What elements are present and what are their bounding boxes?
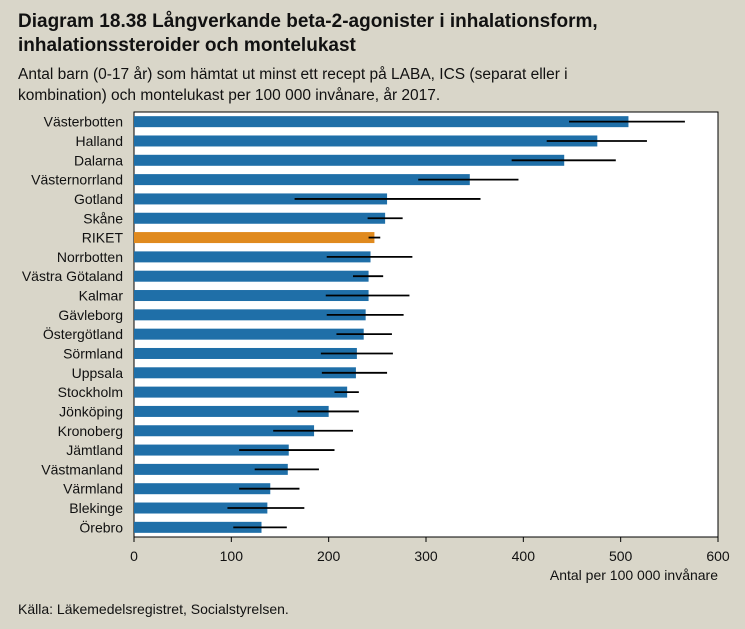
category-label: Gävleborg bbox=[58, 307, 123, 323]
category-label: Kalmar bbox=[79, 288, 124, 304]
bar-Västmanland bbox=[134, 463, 288, 475]
category-label: RIKET bbox=[82, 230, 124, 246]
bar-Gotland bbox=[134, 193, 388, 205]
bar-Östergötland bbox=[134, 328, 364, 340]
category-label: Halland bbox=[76, 133, 123, 149]
x-tick-label: 0 bbox=[130, 548, 138, 564]
bar-Västernorrland bbox=[134, 174, 470, 186]
category-label: Kronoberg bbox=[58, 423, 123, 439]
category-label: Stockholm bbox=[58, 384, 123, 400]
bar-Skåne bbox=[134, 212, 386, 224]
x-tick-label: 500 bbox=[609, 548, 633, 564]
x-tick-label: 300 bbox=[414, 548, 438, 564]
bar-Västerbotten bbox=[134, 116, 629, 128]
x-tick-label: 400 bbox=[512, 548, 536, 564]
category-label: Uppsala bbox=[72, 365, 124, 381]
category-label: Jönköping bbox=[59, 403, 123, 419]
category-label: Västerbotten bbox=[44, 114, 123, 130]
category-label: Örebro bbox=[79, 518, 123, 535]
x-tick-label: 200 bbox=[317, 548, 341, 564]
bar-Blekinge bbox=[134, 502, 268, 514]
category-label: Dalarna bbox=[74, 152, 123, 168]
category-label: Västra Götaland bbox=[22, 268, 123, 284]
category-label: Västernorrland bbox=[31, 172, 123, 188]
chart-subtitle-line2: kombination) och montelukast per 100 000… bbox=[18, 87, 441, 104]
x-tick-label: 100 bbox=[220, 548, 244, 564]
bar-Uppsala bbox=[134, 367, 356, 379]
category-label: Jämtland bbox=[66, 442, 123, 458]
category-label: Östergötland bbox=[43, 325, 123, 342]
bar-Jönköping bbox=[134, 405, 329, 417]
bar-Örebro bbox=[134, 521, 262, 533]
chart-title-line1: Diagram 18.38 Långverkande beta-2-agonis… bbox=[18, 11, 598, 32]
bar-Västra Götaland bbox=[134, 270, 369, 282]
bar-Gävleborg bbox=[134, 309, 366, 321]
category-label: Västmanland bbox=[41, 461, 123, 477]
chart-title: Diagram 18.38 Långverkande beta-2-agonis… bbox=[18, 10, 738, 58]
chart-subtitle: Antal barn (0-17 år) som hämtat ut minst… bbox=[18, 64, 738, 106]
category-label: Skåne bbox=[83, 210, 123, 226]
category-label: Blekinge bbox=[69, 500, 123, 516]
bar-Sörmland bbox=[134, 347, 357, 359]
chart-subtitle-line1: Antal barn (0-17 år) som hämtat ut minst… bbox=[18, 66, 568, 83]
bar-Halland bbox=[134, 135, 598, 147]
category-label: Sörmland bbox=[63, 345, 123, 361]
bar-Dalarna bbox=[134, 154, 565, 166]
bar-Stockholm bbox=[134, 386, 348, 398]
bar-Kronoberg bbox=[134, 425, 315, 437]
source-note: Källa: Läkemedelsregistret, Socialstyrel… bbox=[18, 601, 289, 617]
x-tick-label: 600 bbox=[706, 548, 730, 564]
bar-Värmland bbox=[134, 483, 271, 495]
chart-title-line2: inhalationssteroider och montelukast bbox=[18, 35, 356, 56]
x-axis-label: Antal per 100 000 invånare bbox=[550, 567, 718, 583]
category-label: Värmland bbox=[63, 481, 123, 497]
category-label: Gotland bbox=[74, 191, 123, 207]
bar-Jämtland bbox=[134, 444, 289, 456]
bar-RIKET bbox=[134, 232, 375, 244]
bar-Kalmar bbox=[134, 290, 369, 302]
category-label: Norrbotten bbox=[57, 249, 123, 265]
bar-Norrbotten bbox=[134, 251, 371, 263]
